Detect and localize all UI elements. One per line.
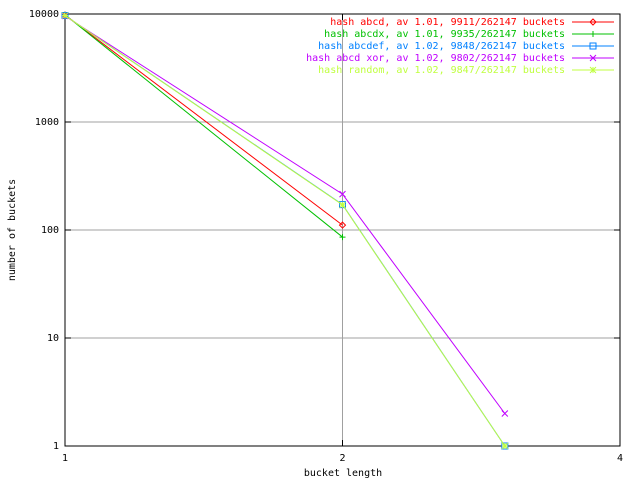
- y-tick-label: 10: [47, 333, 59, 344]
- point: [501, 410, 509, 417]
- x-tick-label: 1: [62, 453, 68, 464]
- legend-marker: [589, 18, 597, 26]
- x-tick-label: 4: [617, 453, 623, 464]
- legend-label: hash random, av 1.02, 9847/262147 bucket…: [318, 65, 565, 76]
- legend-marker: [589, 54, 597, 62]
- legend-marker: [589, 66, 597, 74]
- legend-marker: [589, 42, 597, 50]
- point: [339, 190, 346, 198]
- point: [61, 12, 69, 19]
- plot-border: [64, 13, 621, 447]
- x-tick-label: 2: [339, 453, 345, 464]
- y-tick-label: 100: [41, 225, 59, 236]
- point: [501, 442, 509, 450]
- y-tick-label: 1: [53, 441, 59, 452]
- legend-label: hash abcdx, av 1.01, 9935/262147 buckets: [324, 29, 565, 40]
- y-tick-label: 1000: [35, 117, 59, 128]
- y-axis-label: number of buckets: [7, 179, 18, 281]
- legend-label: hash abcd xor, av 1.02, 9802/262147 buck…: [306, 53, 565, 64]
- legend-label: hash abcdef, av 1.02, 9848/262147 bucket…: [318, 41, 565, 52]
- series-line: [64, 14, 343, 226]
- point: [339, 234, 346, 241]
- series-line: [64, 14, 343, 238]
- y-tick-label: 10000: [29, 9, 59, 20]
- legend-label: hash abcd, av 1.01, 9911/262147 buckets: [330, 17, 565, 28]
- legend-marker: [590, 31, 596, 37]
- x-axis-label: bucket length: [304, 468, 382, 479]
- point: [339, 201, 346, 209]
- point: [338, 221, 347, 229]
